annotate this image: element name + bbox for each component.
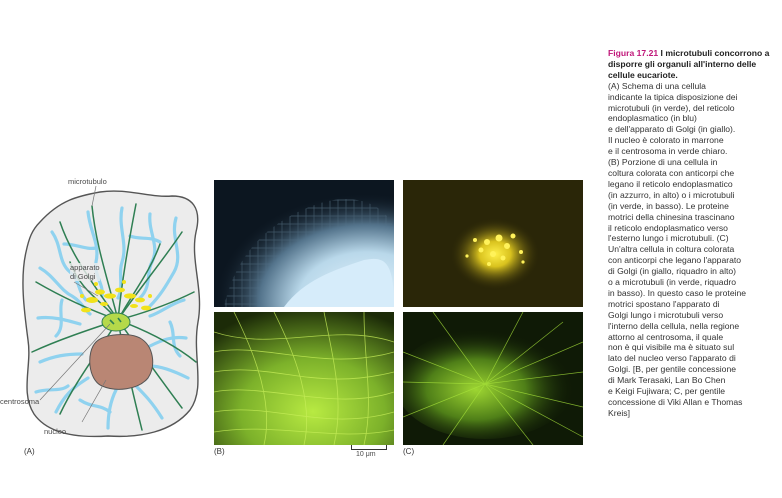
caption-line: legano il reticolo endoplasmatico — [608, 178, 733, 189]
golgi-apparatus — [80, 280, 152, 313]
label-golgi-line1: apparato — [70, 263, 100, 272]
centrosome — [101, 312, 131, 332]
caption-line: Un'altra cellula in coltura colorata — [608, 244, 735, 255]
caption-line: di Golgi (in giallo, riquadro in alto) — [608, 266, 737, 277]
caption-line: (in azzurro, in alto) o i microtubuli — [608, 189, 735, 200]
figure-caption: Figura 17.21 I microtubuli concorrono a … — [608, 48, 780, 419]
caption-line: microtubuli (in verde), del reticolo — [608, 102, 735, 113]
caption-line: motrici della chinesina trascinano — [608, 211, 735, 222]
panel-label-b: (B) — [214, 447, 225, 456]
caption-line: Golgi lungo i microtubuli verso — [608, 309, 724, 320]
caption-line: Il nucleo è colorato in marrone — [608, 135, 724, 146]
caption-line: (in verde, in basso). Le proteine — [608, 200, 729, 211]
figure-number: Figura 17.21 — [608, 48, 659, 58]
caption-line: e il centrosoma in verde chiaro. — [608, 146, 728, 157]
label-golgi-line2: di Golgi — [70, 272, 96, 281]
figure-title: I microtubuli concorrono a disporre gli … — [608, 48, 770, 80]
caption-line: attorno al centrosoma, il quale — [608, 331, 724, 342]
caption-line: con anticorpi che legano l'apparato — [608, 255, 742, 266]
caption-line: e dell'apparato di Golgi (in giallo). — [608, 124, 736, 135]
caption-line: (B) Porzione di una cellula in — [608, 157, 718, 168]
micrograph-c-microtubules — [403, 312, 583, 445]
cell-diagram — [22, 185, 201, 438]
caption-line: l'esterno lungo i microtubuli. (C) — [608, 233, 729, 244]
caption-line: di Mark Terasaki, Lan Bo Chen — [608, 375, 726, 386]
caption-line: non è qui visibile ma è situato sul — [608, 342, 735, 353]
caption-line: concessione di Viki Allan e Thomas — [608, 397, 743, 407]
caption-line: in basso). In questo caso le proteine — [608, 287, 747, 298]
caption-line: l'interno della cellula, nella regione — [608, 320, 740, 331]
caption-line: motrici spostano l'apparato di — [608, 298, 720, 309]
panel-label-a: (A) — [24, 447, 35, 456]
caption-line: Golgi. [B, per gentile concessione — [608, 364, 737, 375]
caption-line: (A) Schema di una cellula — [608, 80, 706, 91]
scale-bar — [351, 445, 387, 450]
caption-line: indicante la tipica disposizione dei — [608, 91, 738, 102]
caption-line: Kreis] — [608, 407, 630, 418]
caption-line: lato del nucleo verso l'apparato di — [608, 353, 736, 364]
micrograph-c-golgi — [403, 180, 583, 307]
caption-line: e Keigi Fujiwara; C, per gentile — [608, 386, 726, 397]
micrograph-b-er — [214, 180, 394, 307]
scale-bar-label: 10 μm — [356, 451, 376, 458]
caption-line: o a microtubuli (in verde, riquadro — [608, 277, 737, 288]
micrograph-b-microtubules — [214, 312, 394, 445]
caption-body: (A) Schema di una cellula indicante la ti… — [608, 81, 780, 419]
caption-line: endoplasmatico (in blu) — [608, 113, 697, 124]
label-microtubule: microtubulo — [68, 177, 107, 186]
caption-line: il reticolo endoplasmatico verso — [608, 222, 728, 233]
panel-label-c: (C) — [403, 447, 415, 456]
label-nucleus: nucleo — [44, 427, 67, 436]
label-centrosome: centrosoma — [0, 397, 40, 406]
caption-heading: Figura 17.21 I microtubuli concorrono a … — [608, 48, 780, 81]
nucleus — [89, 334, 154, 390]
caption-line: coltura colorata con anticorpi che — [608, 167, 735, 178]
label-golgi: apparato di Golgi — [70, 263, 100, 281]
